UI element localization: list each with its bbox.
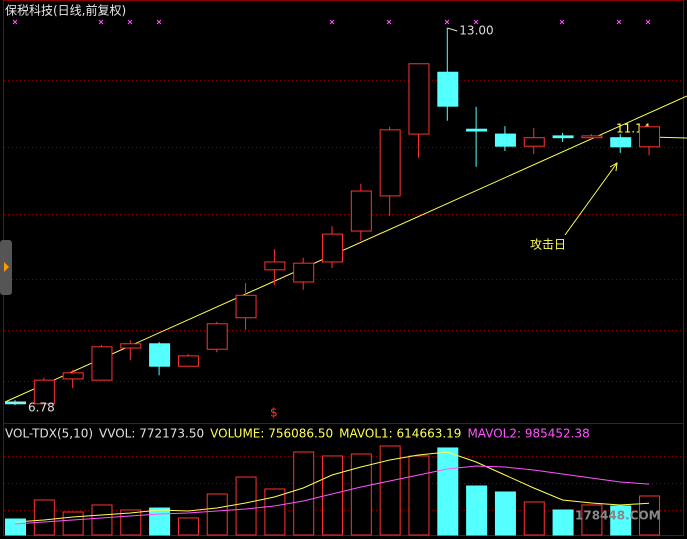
candle-body bbox=[552, 135, 574, 139]
volume-bar bbox=[437, 447, 459, 536]
volume-bar bbox=[264, 488, 286, 536]
candle-body bbox=[91, 346, 113, 381]
candle-body bbox=[235, 294, 257, 319]
candle-body bbox=[264, 261, 286, 271]
readout: VVOL: 772173.50 bbox=[99, 427, 204, 441]
candle-body bbox=[437, 71, 459, 107]
trend-line bbox=[4, 95, 687, 403]
candle-body bbox=[379, 129, 401, 197]
volume-bar bbox=[466, 485, 488, 536]
candle-body bbox=[494, 133, 516, 147]
signal-x bbox=[444, 19, 450, 25]
candle-body bbox=[120, 343, 142, 349]
candle-body bbox=[206, 323, 228, 350]
volume-bar bbox=[293, 451, 315, 536]
callout-arrowhead bbox=[609, 162, 618, 172]
volume-bar bbox=[177, 517, 199, 536]
candle-body bbox=[466, 128, 488, 132]
candle-body bbox=[322, 233, 344, 263]
signal-x bbox=[12, 19, 18, 25]
signal-x bbox=[645, 19, 651, 25]
chart-title: 保税科技(日线,前复权) bbox=[5, 3, 126, 18]
candle-body bbox=[581, 135, 603, 139]
volume-bar bbox=[523, 501, 545, 536]
signal-x bbox=[127, 19, 133, 25]
readout: MAVOL1: 614663.19 bbox=[339, 427, 461, 441]
callout-arrow bbox=[564, 162, 618, 236]
volume-bar bbox=[552, 509, 574, 536]
high-label: 13.00 bbox=[459, 24, 493, 38]
signal-x bbox=[616, 19, 622, 25]
volume-bar bbox=[5, 518, 26, 536]
readout: VOLUME: 756086.50 bbox=[210, 427, 333, 441]
signal-x bbox=[386, 19, 392, 25]
side-tab-arrow bbox=[4, 262, 9, 272]
signal-markers bbox=[12, 19, 651, 25]
volume-bar bbox=[33, 499, 55, 536]
high-leader bbox=[447, 27, 458, 32]
volume-bar bbox=[149, 507, 171, 536]
volume-bar bbox=[610, 505, 632, 536]
signal-x bbox=[559, 19, 565, 25]
signal-x bbox=[329, 19, 335, 25]
watermark: 178448.COM bbox=[575, 509, 661, 523]
signal-x bbox=[98, 19, 104, 25]
candle-body bbox=[610, 137, 632, 148]
volume-bar bbox=[322, 455, 344, 536]
volume-bar bbox=[581, 504, 603, 536]
candle-body bbox=[149, 343, 171, 367]
ma-line bbox=[14, 465, 650, 525]
volume-bar bbox=[408, 455, 430, 536]
ma-line bbox=[14, 451, 650, 523]
readout: MAVOL2: 985452.38 bbox=[467, 427, 589, 441]
signal-x bbox=[156, 19, 162, 25]
signal-x bbox=[473, 19, 479, 25]
candle-body bbox=[639, 126, 661, 148]
low-label: 6.78 bbox=[28, 401, 55, 415]
indicator-name: VOL-TDX(5,10) bbox=[5, 427, 93, 441]
volume-bar bbox=[379, 445, 401, 536]
candle-body bbox=[33, 379, 55, 405]
candle-body bbox=[350, 190, 372, 232]
candle-body bbox=[62, 372, 84, 380]
volume-bar bbox=[235, 476, 257, 536]
candle-body bbox=[523, 137, 545, 147]
volume-bar bbox=[494, 491, 516, 536]
volume-bar bbox=[350, 453, 372, 536]
volume-bar bbox=[91, 504, 113, 536]
volume-bar bbox=[62, 511, 84, 536]
callout: 攻击日 bbox=[530, 238, 566, 252]
candle-body bbox=[293, 262, 315, 283]
marker: $ bbox=[270, 406, 278, 420]
candle-body bbox=[177, 355, 199, 367]
volume-bar bbox=[639, 495, 661, 536]
volume-bar bbox=[206, 493, 228, 536]
candle-body bbox=[408, 63, 430, 135]
